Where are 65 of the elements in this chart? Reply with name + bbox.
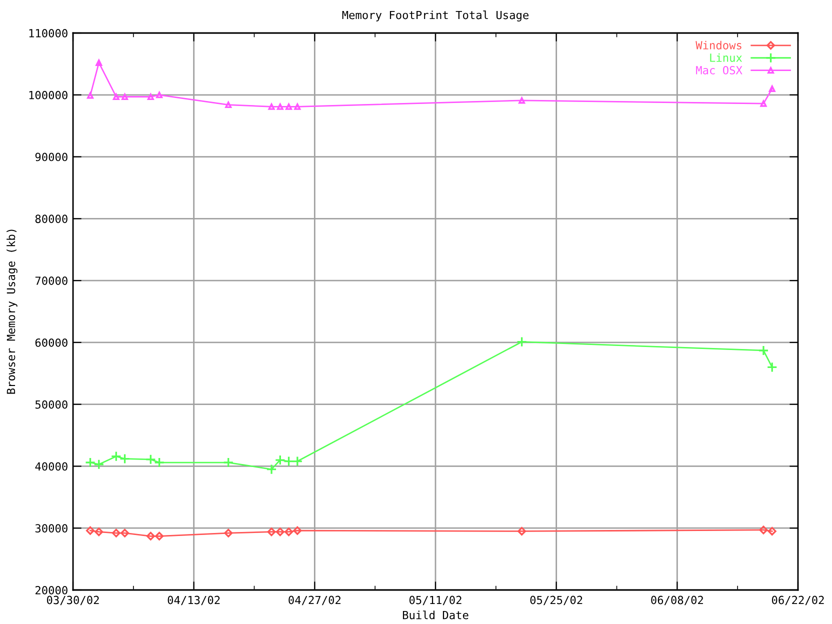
point: [293, 526, 302, 535]
y-tick-label: 60000: [35, 338, 68, 347]
point: [94, 528, 104, 536]
point: [518, 97, 526, 104]
point: [146, 532, 155, 540]
point: [224, 528, 233, 538]
point: [112, 93, 120, 100]
point: [516, 336, 528, 348]
point: [155, 532, 164, 540]
point: [268, 103, 275, 110]
point: [518, 526, 526, 536]
x-tick-label: 04/27/02: [288, 596, 340, 606]
x-axis-title: Build Date: [402, 610, 468, 620]
point: [119, 453, 130, 464]
y-tick-label: 40000: [35, 462, 68, 471]
point: [267, 528, 276, 536]
point: [759, 526, 768, 534]
y-tick-label: 50000: [35, 400, 68, 409]
point: [94, 459, 104, 470]
y-tick-label: 100000: [29, 90, 68, 100]
point: [145, 454, 156, 465]
legend-label: Windows: [696, 40, 742, 50]
x-tick-label: 04/13/02: [168, 596, 220, 606]
point: [294, 103, 301, 110]
point: [276, 103, 284, 110]
point: [276, 528, 284, 536]
y-tick-label: 70000: [35, 276, 68, 285]
point: [96, 59, 102, 66]
point: [120, 528, 130, 538]
legend-label: Linux: [710, 53, 742, 62]
point: [292, 456, 303, 467]
point: [156, 92, 163, 98]
y-tick-label: 90000: [35, 152, 68, 162]
y-tick-label: 30000: [35, 524, 68, 533]
y-tick-label: 20000: [36, 586, 68, 594]
x-tick-label: 06/22/02: [772, 596, 824, 606]
point: [223, 457, 234, 468]
point: [283, 456, 294, 467]
point: [768, 526, 776, 536]
point: [86, 526, 95, 535]
point: [122, 93, 128, 100]
point: [768, 85, 776, 92]
point: [86, 92, 94, 99]
point: [758, 345, 769, 356]
point: [760, 100, 767, 107]
chart-title: Memory FootPrint Total Usage: [342, 10, 528, 22]
x-tick-label: 03/30/02: [46, 596, 99, 606]
y-tick-label: 80000: [35, 214, 68, 224]
point: [266, 464, 277, 475]
point: [84, 457, 96, 468]
point: [154, 457, 165, 468]
x-tick-label: 06/08/02: [651, 596, 703, 606]
x-tick-label: 05/11/02: [409, 596, 462, 606]
point: [147, 93, 154, 100]
x-tick-label: 05/25/02: [530, 596, 582, 606]
point: [274, 454, 286, 466]
point: [286, 103, 292, 110]
y-axis-title: Browser Memory Usage (kb): [6, 230, 18, 394]
point: [112, 528, 120, 538]
y-tick-label: 110000: [29, 29, 68, 38]
point: [225, 102, 232, 108]
point: [284, 528, 294, 536]
legend-label: Mac OSX: [696, 66, 742, 74]
point: [766, 362, 778, 373]
point: [110, 450, 122, 462]
